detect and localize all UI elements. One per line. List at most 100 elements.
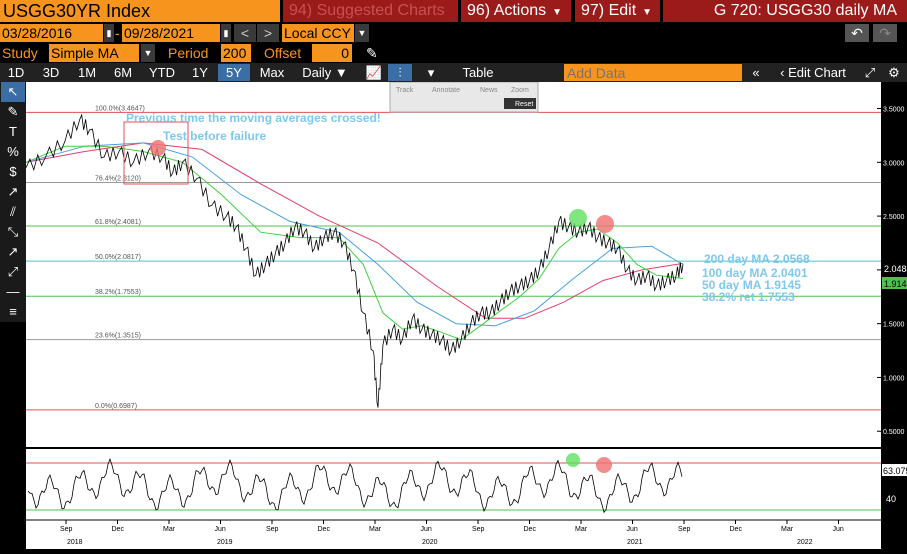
last-price-text: 2.0484 [884,264,907,274]
date-separator: - [115,25,120,41]
period-5y[interactable]: 5Y [218,64,250,81]
channel-icon[interactable]: ⫽ [10,204,16,219]
x-tick-label: Jun [421,526,432,533]
table-button[interactable]: Table [462,65,494,80]
fib-label: 76.4%(2.8120) [95,176,141,183]
chart-area[interactable]: 100.0%(3.4647) 76.4%(2.8120) 61.8%(2.4081)… [0,81,907,549]
calendar-icon[interactable]: ▮ [104,24,114,42]
period-input[interactable]: 200 [221,44,251,62]
frequency-label: Daily [302,65,332,80]
chevron-down-icon: ▼ [552,7,563,18]
frequency-select[interactable]: Daily ▼ [302,65,348,80]
forward-icon[interactable]: > [257,24,279,42]
offset-input[interactable]: 0 [312,44,352,62]
x-tick-label: Mar [369,526,382,533]
series-line [25,142,684,327]
lower-tag-text: 63.0755 [883,466,907,476]
edit-chart-button[interactable]: ‹ Edit Chart [770,64,856,81]
ma-label: 38.2% ret 1.7553 [702,290,795,304]
percent-icon[interactable]: % [7,144,19,159]
x-year-label: 2022 [797,539,813,546]
period-1d[interactable]: 1D [7,65,25,80]
x-tick-label: Sep [60,526,73,533]
actions-label: 96) Actions [467,2,547,19]
resize-icon[interactable]: ⤢ [7,264,19,279]
period-3d[interactable]: 3D [42,65,60,80]
green-marker [566,453,580,467]
date-range-bar: 03/28/2016 ▮ - 09/28/2021 ▮ < > Local CC… [0,24,907,43]
x-tick-label: Sep [678,526,691,533]
dollar-icon[interactable]: $ [9,164,17,179]
redo-icon[interactable]: ↷ [873,24,897,42]
series-line [25,113,684,408]
oscillator-line [27,457,683,514]
currency-select[interactable]: Local CCY [282,24,354,42]
end-date-field[interactable]: 09/28/2021 [122,24,220,42]
calendar-icon[interactable]: ▮ [221,24,231,42]
period-max[interactable]: Max [259,65,285,80]
left-toolbar: ↖ ✎ T % $ ↗ ⫽ ⤡ ↗ ⤢ — ≡ [0,82,26,322]
x-tick-label: Mar [163,526,176,533]
x-year-label: 2019 [217,539,233,546]
ma-label: 100 day MA 2.0401 [702,266,808,280]
period-label: Period [168,45,209,61]
zoom-tool: Zoom [511,87,529,94]
annotation-text: Test before failure [163,129,266,143]
y-tick-label: 3.5000 [883,107,905,114]
fib-label: 50.0%(2.0817) [95,254,141,261]
y-tick-label: 2.5000 [883,214,905,221]
expand-icon[interactable]: ⤢ [864,65,876,80]
last-price-tag [882,262,907,274]
period-ytd[interactable]: YTD [149,65,175,80]
line-chart-icon[interactable]: 📈 [365,65,383,80]
back-icon[interactable]: < [234,24,256,42]
x-tick-label: Mar [575,526,588,533]
period-1y[interactable]: 1Y [192,65,208,80]
collapse-icon[interactable]: « [752,65,760,80]
actions-menu[interactable]: 96) Actions ▼ [461,0,571,22]
pen-icon[interactable]: ✎ [366,45,378,61]
lower-tick: 40 [886,494,896,504]
chevron-down-icon[interactable]: ▾ [427,65,435,80]
arrow-icon[interactable]: ↗ [7,244,19,259]
chart-title: G 720: USGG30 daily MA [663,0,907,22]
x-tick-label: Sep [472,526,485,533]
study-select[interactable]: Simple MA [49,44,139,62]
add-data-input[interactable] [564,64,742,81]
period-1m[interactable]: 1M [77,65,97,80]
x-tick-label: Dec [318,526,331,533]
pen-icon[interactable]: ✎ [7,104,19,119]
lower-tag [882,464,907,476]
reset-button: Reset [515,101,533,108]
ticker-field[interactable]: USGG30YR Index [0,0,280,22]
suggested-charts-button[interactable]: 94) Suggested Charts [283,0,458,22]
trend-icon[interactable]: ↗ [7,184,19,199]
text-icon[interactable]: T [9,124,17,139]
green-marker [569,209,587,227]
fib-label: 23.6%(1.3515) [95,333,141,340]
chevron-down-icon[interactable]: ▼ [141,44,155,62]
price-chart[interactable]: 100.0%(3.4647) 76.4%(2.8120) 61.8%(2.4081)… [0,81,907,549]
start-date-field[interactable]: 03/28/2016 [0,24,103,42]
line-icon[interactable]: — [6,284,20,299]
ma50-price-text: 1.9145 [884,279,907,289]
edit-chart-label: Edit Chart [788,65,846,80]
ma-label: 200 day MA 2.0568 [704,252,810,266]
edit-menu[interactable]: 97) Edit ▼ [575,0,660,22]
period-6m[interactable]: 6M [113,65,133,80]
x-tick-label: Mar [781,526,794,533]
settings-icon[interactable]: ⚙ [888,65,900,80]
x-tick-label: Dec [524,526,537,533]
period-toolbar: 1D 3D 1M 6M YTD 1Y 5Y Max Daily ▼ 📈 ⫶ ▾ … [0,63,907,82]
x-tick-label: Jun [627,526,638,533]
ray-icon[interactable]: ⤡ [7,224,19,239]
fib-label: 0.0%(0.6987) [95,403,137,410]
chevron-down-icon[interactable]: ▼ [355,24,369,42]
bars-icon[interactable]: ≡ [9,304,17,319]
x-axis: Sep Dec Mar Jun Sep Dec Mar Jun Sep Dec Mar Jun Sep D… [60,520,844,546]
cursor-icon[interactable]: ↖ [1,82,25,102]
bar-chart-icon[interactable]: ⫶ [388,64,412,81]
undo-icon[interactable]: ↶ [845,24,869,42]
x-year-label: 2021 [627,539,643,546]
red-marker [596,215,614,233]
